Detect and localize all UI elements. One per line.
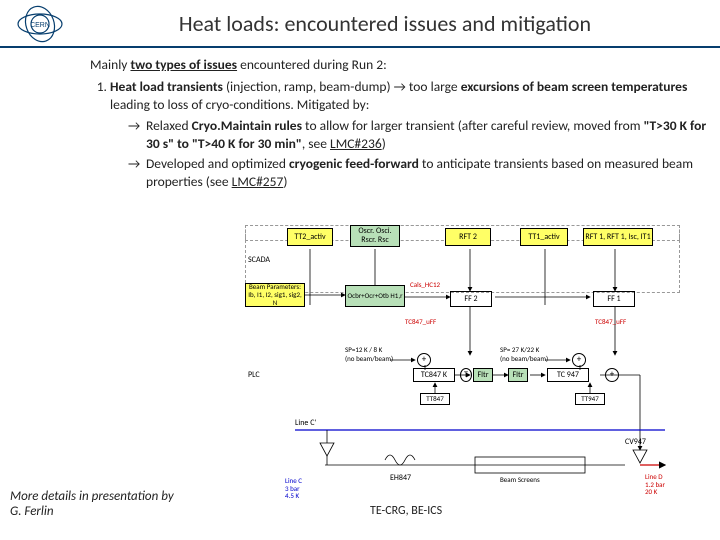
lined-spec: Line D 1.2 bar 20 K [645,473,665,496]
intro-pre: Mainly [90,56,130,73]
tc947-box: TC 947 [547,368,589,382]
tt2-activ-box: TT2_activ [287,228,333,246]
cals-label: Cals_HC12 [410,280,440,289]
footer-center: TE-CRG, BE-ICS [370,504,442,518]
tc847uff-r: TC847_uFF [595,317,626,326]
footer-note: More details in presentation by G. Ferli… [10,489,180,520]
issue-1: Heat load transients (injection, ramp, b… [110,78,708,191]
svg-text:CERN: CERN [30,22,50,29]
sub2-d: ) [283,173,287,190]
plc-label: PLC [248,370,260,380]
linec-label: Line C' [295,418,316,428]
li1-txt-b: (injection, ramp, beam-dump) → too large [223,78,461,95]
li1-txt-d: leading to loss of cryo-conditions. Miti… [110,96,369,113]
issue-list: Heat load transients (injection, ramp, b… [90,78,708,191]
sub1-f: ) [382,135,386,152]
sublist: Relaxed Cryo.Maintain rules to allow for… [110,117,708,192]
oscr-box: Oscr. Osci. Rscr. Rsc [350,225,400,247]
sub1-a: Relaxed [146,117,192,134]
tt847-box: TT847 [420,393,450,405]
beam-params-box: Beam Parameters: Ib, I1, I2, sig1, sig2,… [245,283,305,307]
sub1-e: , see [302,135,330,152]
ff2-box: FF 2 [450,291,492,307]
sub-item-1: Relaxed Cryo.Maintain rules to allow for… [128,117,708,153]
linec-spec: Line C 3 bar 4.5 K [285,477,302,500]
li1-bold-a: Heat load transients [110,78,223,95]
eh847-label: EH847 [390,473,411,483]
intro-post: encountered during Run 2: [237,56,387,73]
rft1-box: RFT 1, RFT 1, lsc, IT1 [583,228,653,246]
fltr1-box: Fltr [473,368,493,382]
sum-right: + [572,353,586,367]
scada-label: SCADA [248,255,270,265]
sp-left: SP=12 K / 8 K (no beam/beam) [345,345,405,363]
fltr2-box: Fltr [508,368,528,382]
oscr2-box: Ocbr+Ocr+Otb H1,r [345,285,405,307]
sum-far-right: + [605,368,619,382]
ff1-box: FF 1 [593,291,635,307]
intro-bold: two types of issues [130,56,237,73]
t-box: T [460,368,472,382]
beamscreens-label: Beam Screens [500,475,540,484]
page-title: Heat loads: encountered issues and mitig… [80,10,720,37]
cv947-label: CV947 [625,437,646,447]
flow-diagram: SCADA PLC TT2_activ Oscr. Osci. Rscr. Rs… [245,225,685,500]
intro-line: Mainly two types of issues encountered d… [90,56,708,74]
sub-item-2: Developed and optimized cryogenic feed-f… [128,155,708,191]
header: CERN Heat loads: encountered issues and … [0,0,720,48]
link-lmc257[interactable]: LMC#257 [232,173,284,190]
cern-logo: CERN [0,0,80,47]
tt947-box: TT947 [575,393,605,405]
tc847uff-l: TC847_uFF [405,317,436,326]
tt1-activ-box: TT1_activ [520,228,568,246]
sum-left: + [417,353,431,367]
sub1-b: Cryo.Maintain rules [192,117,302,134]
link-lmc236[interactable]: LMC#236 [330,135,382,152]
sp-right: SP= 27 K/22 K (no beam/beam) [500,345,560,363]
sub2-b: cryogenic feed-forward [289,155,419,172]
content: Mainly two types of issues encountered d… [0,48,720,192]
li1-bold-c: excursions of beam screen temperatures [461,78,688,95]
tc847k-box: TC847 K [413,368,455,382]
rft2-box: RFT 2 [445,228,491,246]
sub2-a: Developed and optimized [146,155,289,172]
sub1-c: to allow for larger transient (after car… [302,117,644,134]
